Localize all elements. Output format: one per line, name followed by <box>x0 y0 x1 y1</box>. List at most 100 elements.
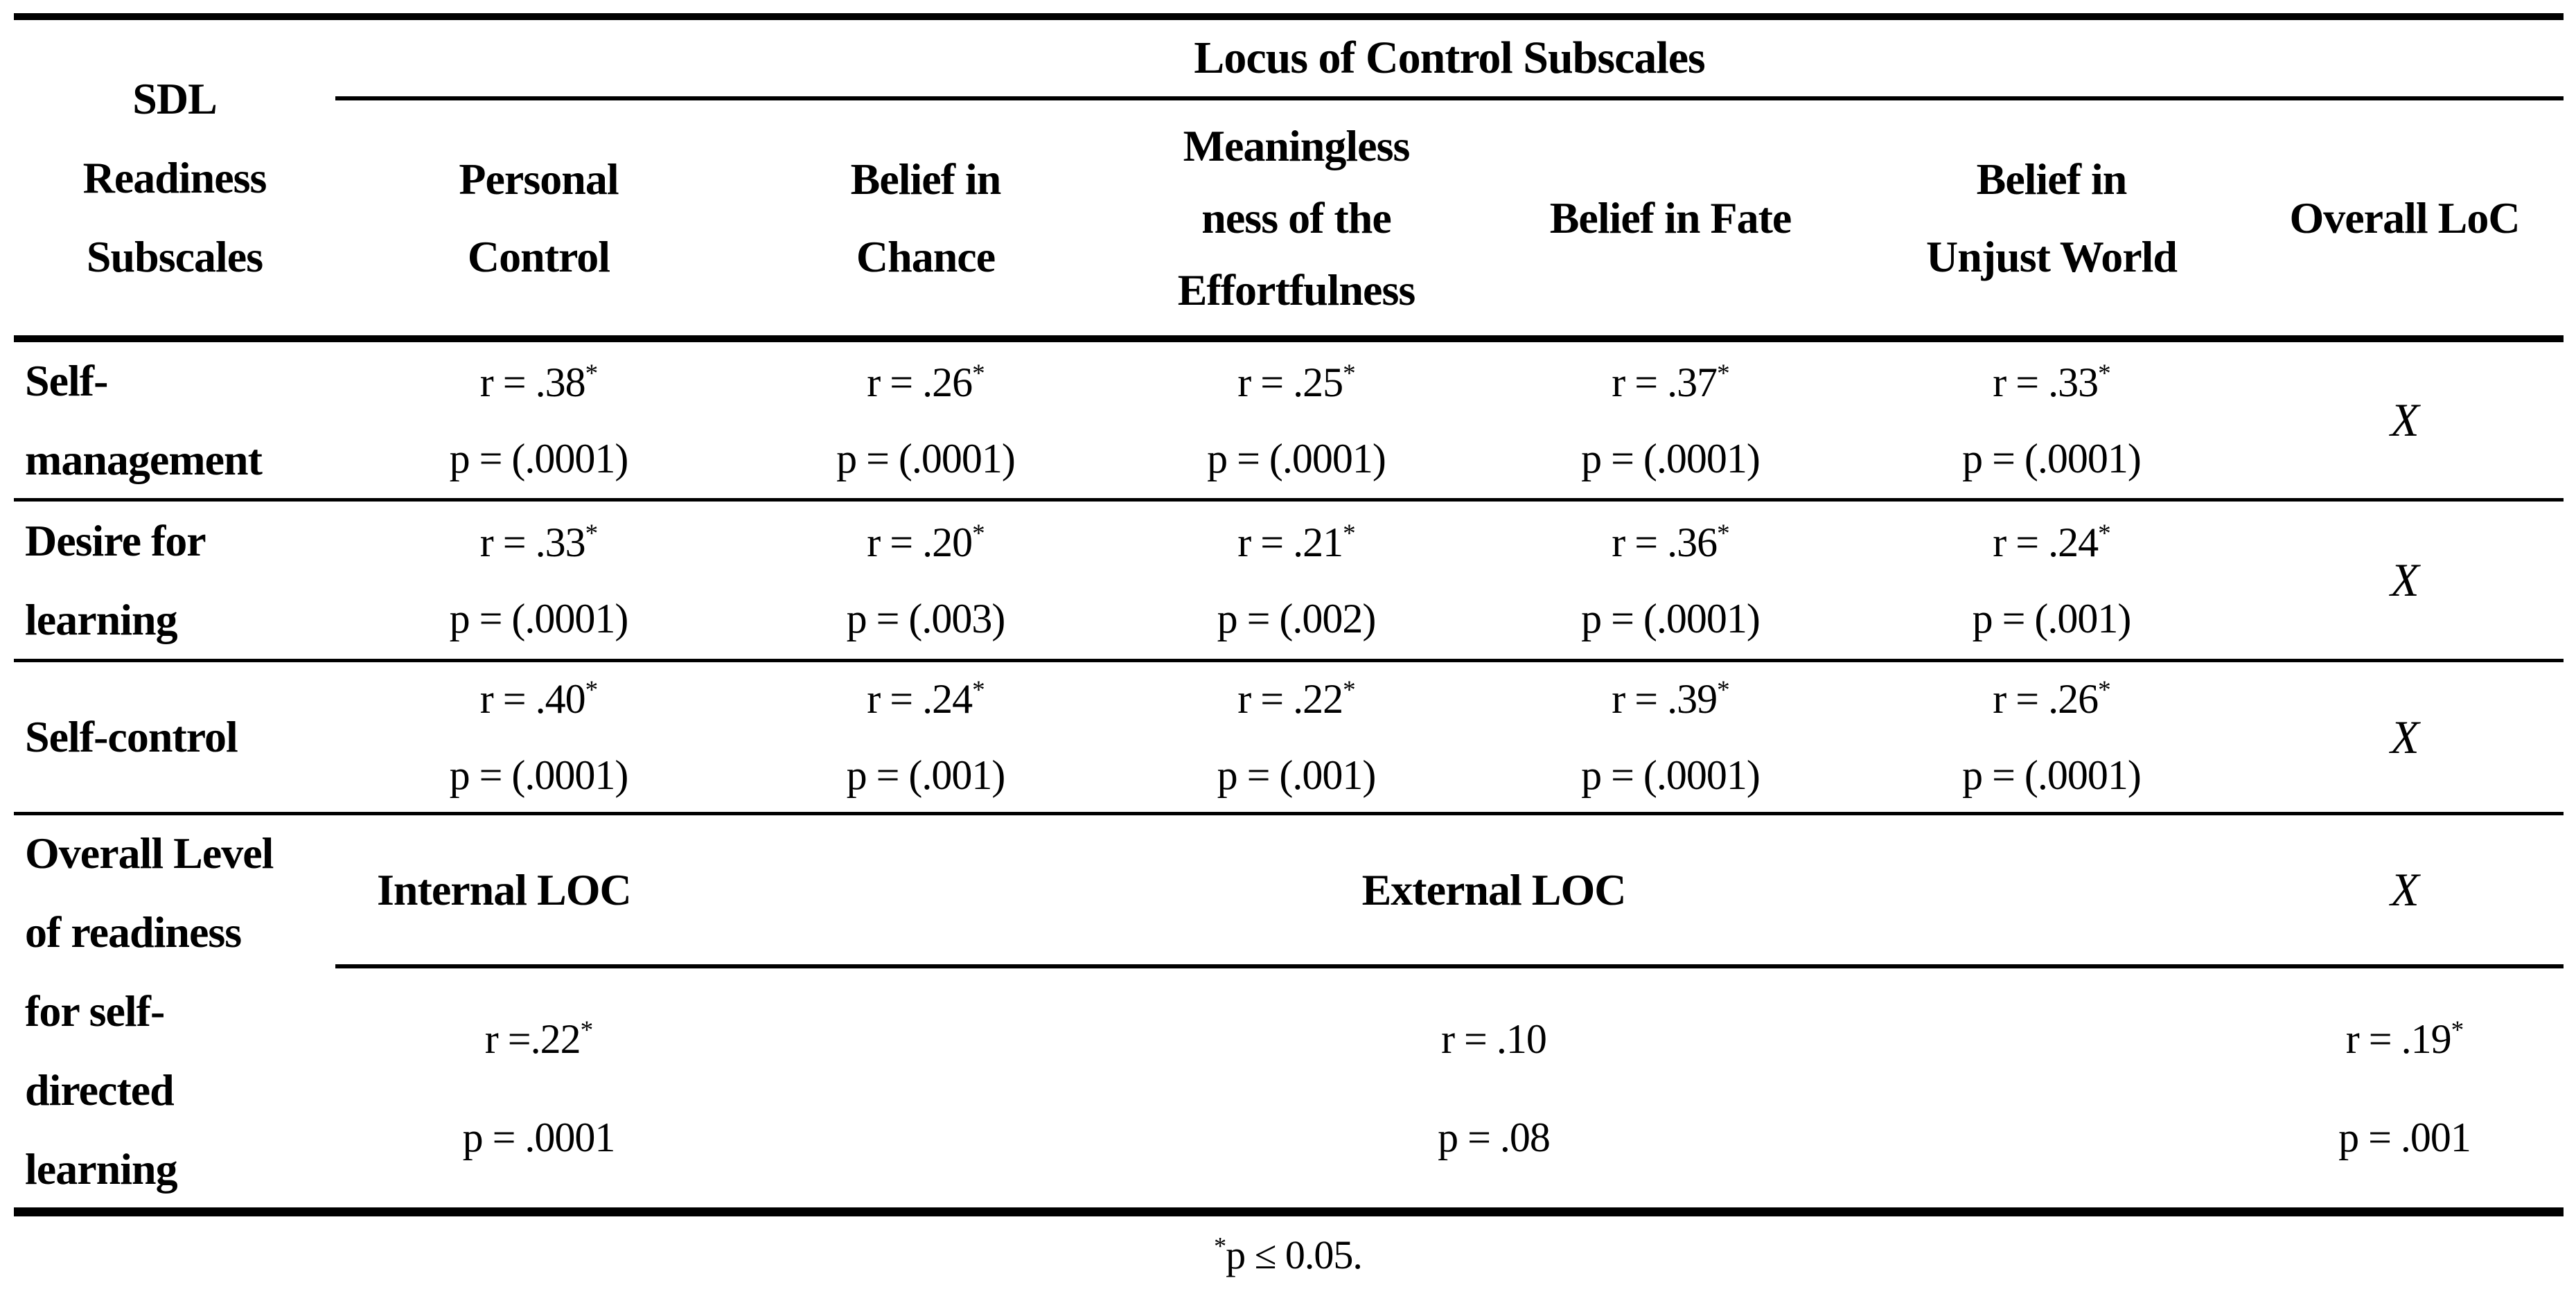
significance-star: * <box>585 359 599 388</box>
p-value: p = (.003) <box>846 595 1006 641</box>
row-label-overall-readiness: Overall Level of readiness for self-direct… <box>14 815 335 1207</box>
significance-star: * <box>1717 676 1730 704</box>
overall-loc-values: r = .19* p = .001 <box>2246 968 2564 1207</box>
r-value: r = .38* <box>479 359 599 405</box>
p-value: p = (.0001) <box>449 752 629 798</box>
column-header-line: Meaningless <box>1183 121 1411 170</box>
row-label-line: of readiness <box>25 907 242 957</box>
x-marker: X <box>2246 342 2564 498</box>
x-marker-text: X <box>2390 710 2419 763</box>
r-value: r = .26* <box>1993 676 2111 722</box>
significance-star: * <box>1717 519 1730 548</box>
significance-star: * <box>1343 676 1356 704</box>
r-value: r = .26* <box>867 359 985 405</box>
row-label-line: Desire for <box>25 515 206 565</box>
significance-star: * <box>1343 359 1356 388</box>
row-label-line: learning <box>25 594 178 644</box>
p-value: p = (.002) <box>1217 595 1377 641</box>
column-header: Belief in Fate <box>1483 100 1858 335</box>
p-value: p = (.0001) <box>1581 595 1761 641</box>
row-label: Desire for learning <box>14 502 335 659</box>
significance-star: * <box>972 676 985 704</box>
correlation-cell: r = .40* p = (.0001) <box>335 662 742 812</box>
group-header-locus-of-control: Locus of Control Subscales <box>335 20 2564 100</box>
correlation-cell: r = .33* p = (.0001) <box>1858 342 2246 498</box>
p-value: p = (.0001) <box>1962 752 2142 798</box>
corner-header-sdl-readiness-subscales: SDL Readiness Subscales <box>14 20 335 335</box>
p-value: p = (.001) <box>1972 595 2132 641</box>
significance-star: * <box>1717 359 1730 388</box>
internal-loc-values: r =.22* p = .0001 <box>335 968 742 1207</box>
column-header-line: Personal <box>459 154 619 204</box>
row-label-line: learning <box>25 1144 178 1194</box>
p-value: p = (.001) <box>846 752 1006 798</box>
significance-star: * <box>2098 519 2111 548</box>
significance-star: * <box>580 1016 594 1045</box>
column-header: Belief in Chance <box>742 100 1109 335</box>
column-header-line: Belief in <box>1976 154 2128 204</box>
correlation-cell: r = .26* p = (.0001) <box>742 342 1109 498</box>
column-header-line: Unjust World <box>1925 231 2178 281</box>
significance-star: * <box>2098 676 2111 704</box>
p-value: p = (.0001) <box>449 595 629 641</box>
row-label-line: Overall Level <box>25 828 274 878</box>
p-value: p = (.0001) <box>1581 435 1761 481</box>
header-divider-line <box>14 335 2564 342</box>
significance-star: * <box>972 519 985 548</box>
correlation-cell: r = .21* p = (.002) <box>1109 502 1483 659</box>
row-label-line: for self- <box>25 986 165 1036</box>
row-divider-line <box>14 659 2564 662</box>
correlation-cell: r = .36* p = (.0001) <box>1483 502 1858 659</box>
column-header: Meaningless ness of the Effortfulness <box>1109 100 1483 335</box>
external-loc-header-text: External LOC <box>1361 865 1627 914</box>
r-value: r = .37* <box>1612 359 1730 405</box>
correlation-cell: r = .37* p = (.0001) <box>1483 342 1858 498</box>
x-marker: X <box>2246 502 2564 659</box>
x-marker-text: X <box>2390 863 2419 916</box>
r-value: r = .22* <box>1237 676 1356 722</box>
significance-star: * <box>2451 1016 2464 1045</box>
p-value: p = .0001 <box>462 1114 616 1160</box>
r-value: r = .39* <box>1612 676 1730 722</box>
significance-star: * <box>585 519 599 548</box>
footnote-significance-star: * <box>1214 1232 1226 1260</box>
column-header: Overall LoC <box>2246 100 2564 335</box>
r-value: r =.22* <box>484 1016 594 1062</box>
external-loc-header: External LOC <box>742 815 2246 964</box>
significance-star: * <box>972 359 985 388</box>
r-value: r = .19* <box>2345 1016 2464 1062</box>
correlation-cell: r = .24* p = (.001) <box>742 662 1109 812</box>
r-value: r = .20* <box>867 519 985 565</box>
p-value: p = (.0001) <box>1207 435 1386 481</box>
r-value: r = .40* <box>479 676 599 722</box>
row-divider-line <box>14 812 2564 815</box>
p-value: p = (.0001) <box>1962 435 2142 481</box>
column-header: Personal Control <box>335 100 742 335</box>
row-label-line: Self- <box>25 355 108 405</box>
x-marker: X <box>2246 662 2564 812</box>
x-marker-text: X <box>2390 553 2419 606</box>
column-header-line: Effortfulness <box>1177 265 1416 314</box>
internal-loc-header-text: Internal LOC <box>377 865 632 914</box>
column-header-line: Control <box>467 231 610 281</box>
column-header-line: ness of the <box>1201 193 1391 242</box>
correlation-cell: r = .38* p = (.0001) <box>335 342 742 498</box>
correlation-cell: r = .39* p = (.0001) <box>1483 662 1858 812</box>
row-label-line: directed <box>25 1065 175 1115</box>
significance-star: * <box>1343 519 1356 548</box>
significance-star: * <box>585 676 599 704</box>
p-value: p = (.001) <box>1217 752 1377 798</box>
correlation-cell: r = .25* p = (.0001) <box>1109 342 1483 498</box>
correlation-cell: r = .24* p = (.001) <box>1858 502 2246 659</box>
p-value: p = .08 <box>1438 1114 1551 1160</box>
p-value: p = (.0001) <box>836 435 1016 481</box>
corner-header-line: SDL <box>132 73 217 123</box>
corner-header-line: Subscales <box>86 231 263 281</box>
column-header-line: Belief in Fate <box>1549 193 1792 242</box>
correlation-cell: r = .22* p = (.001) <box>1109 662 1483 812</box>
r-value: r = .33* <box>1993 359 2110 405</box>
r-value: r = .36* <box>1612 519 1730 565</box>
r-value: r = .10 <box>1441 1016 1547 1062</box>
p-value: p = (.0001) <box>1581 752 1761 798</box>
correlation-cell: r = .33* p = (.0001) <box>335 502 742 659</box>
